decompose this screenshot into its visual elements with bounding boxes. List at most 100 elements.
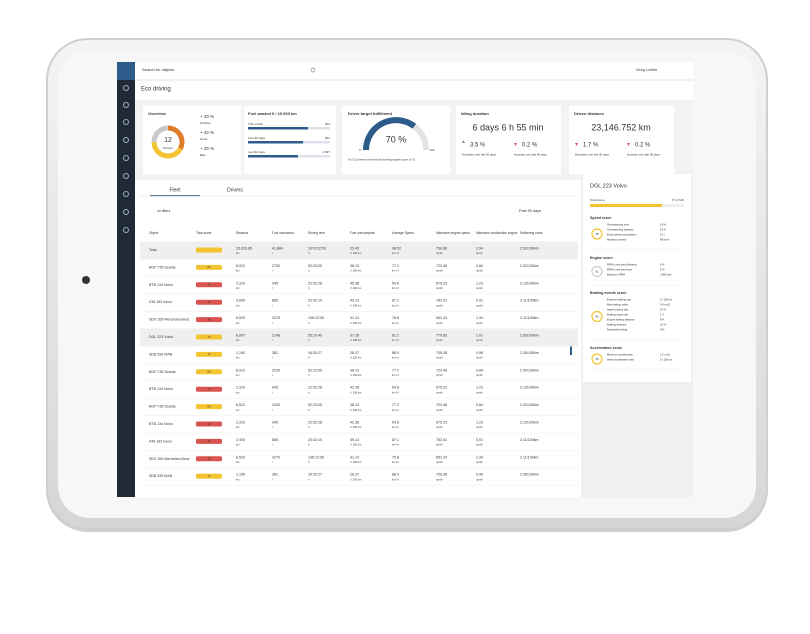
bar-value: 601 [325, 136, 330, 140]
cell-value: 2148 [272, 333, 280, 337]
cell-unit: l [272, 286, 273, 290]
cell-unit: l [272, 251, 273, 255]
cell-value: 23.45 [350, 246, 359, 250]
object-name[interactable]: BTB 134 Volvo [149, 422, 173, 426]
tab[interactable]: Fleet [169, 187, 181, 193]
search-icon[interactable] [310, 67, 316, 73]
cell-unit: km / h [392, 356, 400, 360]
search-input[interactable]: Search for objects [142, 67, 174, 72]
object-name[interactable]: DGL 223 Volvo [149, 335, 173, 339]
progress-fill [248, 155, 298, 158]
cell-unit: km [236, 390, 239, 394]
cell-unit: km [236, 286, 239, 290]
cell-value: 6,512 [236, 403, 245, 407]
tab[interactable]: Drivers [227, 187, 243, 193]
cell-value: 675.23 [436, 420, 447, 424]
cell-value: 675.23 [436, 386, 447, 390]
object-name[interactable]: Total [149, 248, 157, 252]
cell-value: 42.38 [350, 420, 359, 424]
overview-label: Bad [200, 153, 206, 157]
row-highlight [140, 329, 578, 347]
object-name[interactable]: BGP 735 Scania [149, 405, 176, 409]
section-score: 51 [595, 269, 599, 273]
change-label: Decrease over last 30 days [575, 153, 609, 157]
cell-value: 1.23 [476, 281, 483, 285]
column-header: Maximum combustion engine [476, 231, 518, 235]
cell-value: 22:02:28 [308, 386, 322, 390]
score-pill [196, 351, 222, 357]
nav-icon[interactable] [123, 137, 129, 143]
metric-value: 1.4 [660, 313, 664, 317]
nav-icon[interactable] [123, 191, 129, 197]
donut-segment [151, 125, 169, 143]
object-name[interactable]: BGP 735 Scania [149, 265, 176, 269]
cell-value: 0.84 [476, 368, 483, 372]
cell-value: 3279 [272, 455, 280, 459]
cell-unit: h [308, 321, 310, 325]
object-name[interactable]: SDX 359 Mercedes-Benz [149, 457, 190, 461]
metric-value: 8 % [660, 318, 665, 322]
cell-unit: l / 100 km [350, 460, 361, 464]
cell-unit: rpm/h [436, 443, 443, 447]
object-name[interactable]: SDX 359 Mercedes-Benz [149, 318, 190, 322]
section-title: Braking events score [590, 291, 626, 295]
object-name[interactable]: SDB 539 MAN [149, 474, 173, 478]
nav-icon[interactable] [123, 173, 129, 179]
cell-unit: km [236, 356, 239, 360]
section-score: 65 [595, 314, 599, 318]
period-select[interactable]: Past 90 days [519, 209, 541, 213]
nav-icon[interactable] [123, 85, 129, 91]
cell-unit: km [236, 303, 239, 307]
cell-unit: km / h [392, 251, 400, 255]
cell-value: 54.6 [392, 386, 399, 390]
user-name[interactable]: Greg Luther [636, 67, 658, 72]
cell-unit: l / 100 km [350, 286, 361, 290]
metric-value: 13 % [660, 228, 667, 232]
change-label: Increase over last 90 days [627, 153, 660, 157]
bar-label: This month [248, 122, 263, 126]
panel-title: DGL 223 Volvo [590, 183, 627, 189]
cell-value: 16:20:27 [308, 473, 322, 477]
cell-unit: l / 100 km [350, 251, 361, 255]
score-pill [196, 299, 222, 305]
object-name[interactable]: BGP 735 Scania [149, 370, 176, 374]
cell-unit: l / 100 km [350, 373, 361, 377]
cell-value: 723.46 [436, 264, 447, 268]
cell-unit: rpm/h [476, 303, 483, 307]
object-name[interactable]: ATA 183 Iveco [149, 439, 172, 443]
object-name[interactable]: BTB 134 Volvo [149, 387, 173, 391]
object-name[interactable]: ATA 183 Iveco [149, 300, 172, 304]
column-header: Delivering costs [520, 231, 543, 235]
object-name[interactable]: SDB 539 MAN [149, 352, 173, 356]
nav-icon[interactable] [123, 155, 129, 161]
section-score-ring [591, 310, 603, 323]
cell-value: 675.23 [436, 281, 447, 285]
metric-label: RPM in red band time [607, 268, 633, 272]
card-title: Driver target fulfillment [348, 111, 393, 116]
object-name[interactable]: BTB 134 Volvo [149, 283, 173, 287]
cell-unit: km [236, 251, 239, 255]
score-value: 42 [207, 283, 211, 287]
cell-value: 26.37 [350, 473, 359, 477]
cell-unit: km / h [392, 443, 400, 447]
cell-unit: h [308, 443, 310, 447]
cell-value: 54.6 [392, 420, 399, 424]
nav-icon[interactable] [123, 227, 129, 233]
cell-value: 2.13/100km [520, 420, 539, 424]
cell-unit: km / h [392, 286, 400, 290]
change-value: 0.2 % [522, 143, 538, 149]
score-value: 69 [207, 404, 211, 408]
nav-icon[interactable] [123, 102, 129, 108]
score-value: 42 [207, 387, 211, 391]
cell-unit: km [236, 460, 239, 464]
filter[interactable]: no filters [157, 209, 170, 213]
nav-icon[interactable] [123, 119, 129, 125]
nav-icon[interactable] [123, 209, 129, 215]
cell-value: 23:42:10 [308, 438, 322, 442]
metric-label: Extended braking [607, 328, 628, 332]
score-pill [196, 334, 222, 340]
metric-value: 0.4 m/s2 [660, 303, 671, 307]
metric-value: 1.5 m/s2 [660, 353, 671, 357]
cell-unit: h [308, 269, 310, 273]
bar-value: 1 097 [322, 150, 330, 154]
